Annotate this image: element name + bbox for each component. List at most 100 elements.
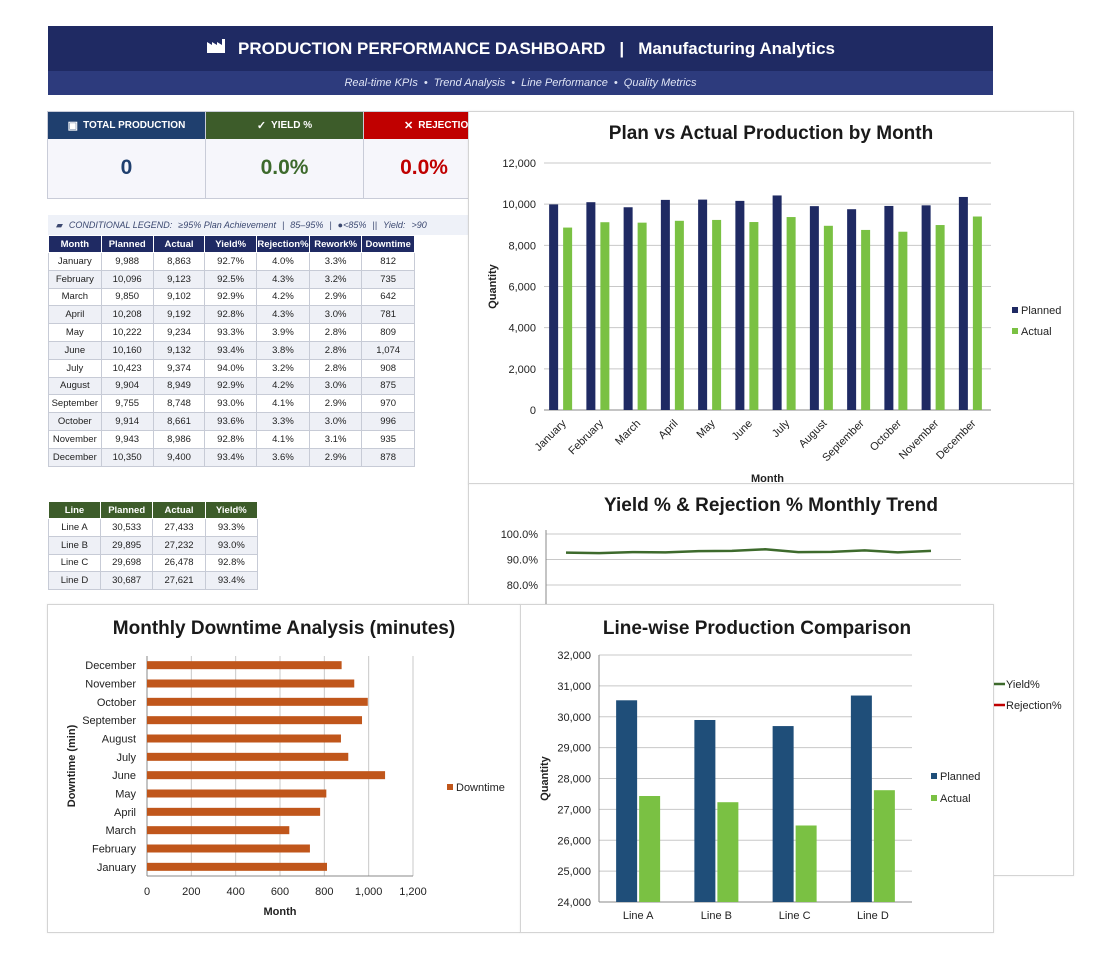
table-cell: July	[48, 358, 102, 378]
x-axis-title: Month	[264, 906, 297, 918]
table-cell: 92.8%	[204, 305, 257, 325]
y-tick-label: July	[116, 752, 136, 764]
table-cell: February	[48, 269, 102, 289]
bar-downtime	[147, 734, 341, 743]
chart-title: Plan vs Actual Production by Month	[608, 123, 934, 144]
bar-planned	[735, 200, 745, 410]
table-cell: 935	[361, 429, 415, 449]
table-cell: 4.2%	[255, 287, 310, 307]
bar-planned	[884, 205, 894, 410]
y-tick-label: 2,000	[508, 364, 536, 376]
tagline-item: Line Performance	[521, 77, 608, 89]
table-cell: 8,863	[152, 252, 206, 271]
table-cell: 9,400	[152, 447, 206, 467]
bar-actual	[823, 225, 833, 410]
tagline-bullet: •	[613, 77, 618, 89]
legend-item: Yield:	[383, 220, 406, 230]
legend-label: Planned	[1021, 305, 1061, 317]
bar-planned	[616, 700, 638, 902]
chart-title: Monthly Downtime Analysis (minutes)	[112, 618, 456, 639]
bar-planned	[772, 726, 794, 902]
table-cell: 9,904	[100, 376, 154, 396]
table-cell: 970	[361, 394, 415, 414]
table-cell: 29,895	[99, 535, 154, 555]
bar-actual	[972, 216, 982, 410]
table-cell: 4.3%	[255, 305, 310, 325]
y-tick-label: 26,000	[557, 835, 591, 847]
table-cell: 93.0%	[204, 535, 259, 555]
x-tick-label: Line A	[623, 910, 654, 922]
bar-downtime	[147, 679, 355, 688]
table-cell: 29,698	[99, 553, 154, 573]
y-tick-label: 6,000	[508, 282, 536, 294]
bar-planned	[660, 199, 670, 410]
monthly-table: Month Planned Actual Yield% Rejection% R…	[48, 235, 415, 467]
table-cell: 878	[361, 447, 415, 467]
table-cell: Line D	[48, 571, 101, 591]
column-header: Actual	[152, 235, 206, 253]
y-tick-label: December	[85, 660, 136, 672]
bar-actual	[563, 227, 573, 410]
legend-item: ≥95% Plan Achievement	[178, 220, 276, 230]
table-cell: 2.8%	[308, 323, 363, 342]
table-row: January 9,988 8,863 92.7% 4.0% 3.3% 812	[48, 252, 415, 271]
legend-item: <85%	[343, 220, 367, 230]
table-cell: 10,423	[100, 358, 154, 378]
table-row: September 9,755 8,748 93.0% 4.1% 2.9% 970	[48, 394, 415, 414]
table-row: February 10,096 9,123 92.5% 4.3% 3.2% 735	[48, 269, 415, 289]
x-tick-label: February	[566, 417, 606, 457]
table-cell: 93.6%	[204, 412, 257, 431]
table-cell: 27,621	[152, 571, 206, 591]
table-row: December 10,350 9,400 93.4% 3.6% 2.9% 878	[48, 447, 415, 467]
column-header: Rework%	[308, 235, 363, 253]
kpi-header: ▣ TOTAL PRODUCTION	[48, 112, 205, 139]
x-tick-label: 1,000	[355, 886, 383, 898]
x-tick-label: Line B	[701, 910, 732, 922]
y-tick-label: 27,000	[557, 804, 591, 816]
x-tick-label: Line C	[779, 910, 811, 922]
x-tick-label: June	[730, 418, 755, 443]
table-cell: 3.0%	[308, 376, 363, 396]
table-cell: October	[48, 412, 102, 431]
y-tick-label: 90.0%	[507, 555, 538, 567]
legend-item: 85–95%	[290, 220, 324, 230]
bar-actual	[795, 825, 817, 902]
table-row: June 10,160 9,132 93.4% 3.8% 2.8% 1,074	[48, 340, 415, 360]
table-cell: 10,350	[100, 447, 154, 467]
table-cell: 93.3%	[204, 323, 257, 342]
table-cell: March	[48, 287, 102, 307]
table-cell: 3.2%	[255, 358, 310, 378]
table-cell: 9,850	[100, 287, 154, 307]
column-header: Rejection%	[255, 235, 310, 253]
table-cell: 1,074	[361, 340, 415, 360]
table-row: July 10,423 9,374 94.0% 3.2% 2.8% 908	[48, 358, 415, 378]
bar-downtime	[147, 661, 342, 670]
bar-planned	[809, 206, 819, 410]
downtime-chart-panel: Monthly Downtime Analysis (minutes) 0 200…	[47, 604, 521, 933]
tagline-bullet: •	[511, 77, 516, 89]
table-cell: 9,234	[152, 323, 206, 342]
table-cell: 9,755	[100, 394, 154, 414]
kpi-label: REJECTION	[418, 120, 476, 131]
bar-downtime	[147, 826, 290, 835]
table-cell: Line A	[48, 518, 101, 537]
y-tick-label: 100.0%	[501, 529, 539, 541]
legend-label: Downtime	[456, 782, 505, 794]
y-tick-label: 0	[530, 405, 536, 417]
bar-actual	[600, 222, 610, 410]
table-cell: 2.8%	[308, 358, 363, 378]
y-tick-label: February	[92, 844, 137, 856]
column-header: Planned	[99, 501, 154, 519]
x-tick-label: October	[868, 417, 904, 453]
x-tick-label: 800	[315, 886, 333, 898]
legend-separator: |	[329, 220, 332, 230]
downtime-chart-svg: 0 200 400 600 800 1,000 1,200 January February Ma…	[66, 656, 505, 918]
y-tick-label: 12,000	[502, 158, 536, 170]
dashboard-title: PRODUCTION PERFORMANCE DASHBOARD	[238, 38, 606, 58]
legend-label: Yield%	[1006, 679, 1040, 691]
column-header: Yield%	[204, 235, 257, 253]
y-tick-label: 8,000	[508, 240, 536, 252]
line-table: Line Planned Actual Yield% Line A 30,533 2…	[48, 501, 259, 591]
table-cell: 9,102	[152, 287, 206, 307]
table-cell: 93.4%	[204, 340, 257, 360]
